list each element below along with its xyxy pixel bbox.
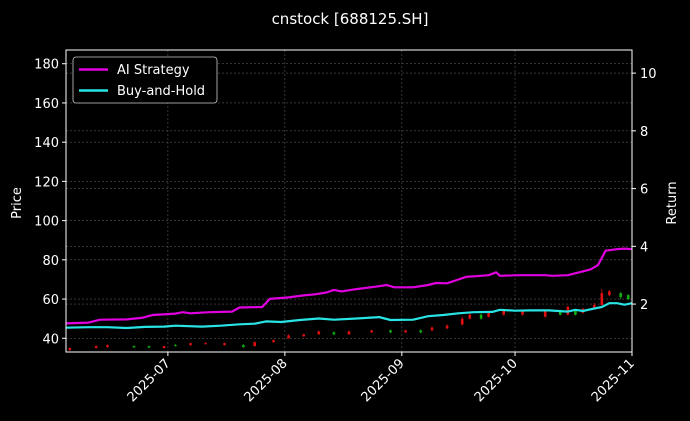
- plot-frame: [65, 49, 633, 353]
- candle-body: [272, 340, 275, 343]
- candle-body: [460, 318, 464, 325]
- candle-body: [242, 345, 245, 348]
- y-tick-label: 140: [34, 136, 59, 151]
- y2-tick-label: 2: [640, 298, 648, 313]
- y-axis-label: Price: [10, 187, 25, 219]
- candle-body: [430, 327, 434, 331]
- candle-body: [147, 346, 151, 348]
- chart-title: cnstock [688125.SH]: [272, 10, 429, 28]
- y-tick-label: 180: [34, 58, 59, 73]
- candle-body: [94, 346, 98, 349]
- y-tick-label: 100: [34, 215, 59, 230]
- candle-body: [608, 291, 611, 296]
- candle-body: [302, 334, 306, 337]
- x-tick-label: 2025-08: [242, 356, 291, 405]
- y2-tick-label: 8: [640, 125, 648, 140]
- candle-body: [600, 293, 604, 305]
- x-tick-label: 2025-10: [472, 356, 521, 405]
- y2-tick-label: 4: [640, 240, 648, 255]
- candle-body: [521, 310, 524, 315]
- return-lines: [65, 247, 633, 330]
- y2-axis-label: Return: [665, 181, 680, 224]
- candle-body: [68, 348, 72, 351]
- x-tick-label: 2025-09: [359, 356, 408, 405]
- candle-body: [106, 345, 109, 348]
- y-tick-label: 160: [34, 97, 59, 112]
- candle-body: [468, 314, 472, 319]
- series-line-buy-and-hold: [65, 302, 633, 330]
- candle-body: [253, 342, 256, 347]
- candle-body: [223, 343, 226, 346]
- y2-tick-label: 6: [640, 183, 648, 198]
- candle-body: [592, 304, 596, 309]
- y-tick-label: 80: [42, 254, 59, 269]
- candle-body: [189, 343, 192, 346]
- legend-label-buy-and-hold: Buy-and-Hold: [117, 84, 205, 99]
- y-tick-label: 120: [34, 175, 59, 190]
- candle-body: [543, 310, 547, 317]
- candle-body: [404, 330, 407, 333]
- candle-body: [574, 310, 577, 315]
- candlestick-series: [68, 289, 630, 352]
- candle-body: [389, 330, 392, 333]
- x-tick-label: 2025-07: [125, 356, 174, 405]
- candle-body: [626, 295, 630, 300]
- x-tick-label: 2025-11: [589, 356, 638, 405]
- candle-body: [479, 314, 483, 319]
- candle-body: [559, 310, 562, 315]
- candle-body: [347, 331, 351, 335]
- legend-box: [72, 56, 218, 104]
- y-tick-label: 40: [42, 332, 59, 347]
- candle-body: [317, 331, 321, 335]
- candle-body: [332, 332, 336, 335]
- candle-body: [502, 310, 506, 315]
- legend: AI Strategy Buy-and-Hold: [72, 56, 218, 104]
- candle-body: [204, 343, 207, 345]
- candle-body: [174, 345, 177, 347]
- candle-body: [162, 346, 166, 349]
- candle-body: [287, 335, 290, 339]
- candle-body: [487, 312, 490, 317]
- y2-tick-label: 10: [640, 67, 657, 82]
- series-line-ai-strategy: [65, 247, 633, 325]
- y-tick-label: 60: [42, 293, 59, 308]
- candle-body: [619, 293, 622, 298]
- candle-body: [370, 330, 373, 333]
- candle-body: [445, 325, 449, 329]
- legend-label-ai-strategy: AI Strategy: [117, 63, 190, 78]
- candle-body: [132, 346, 136, 348]
- candle-body: [419, 330, 422, 333]
